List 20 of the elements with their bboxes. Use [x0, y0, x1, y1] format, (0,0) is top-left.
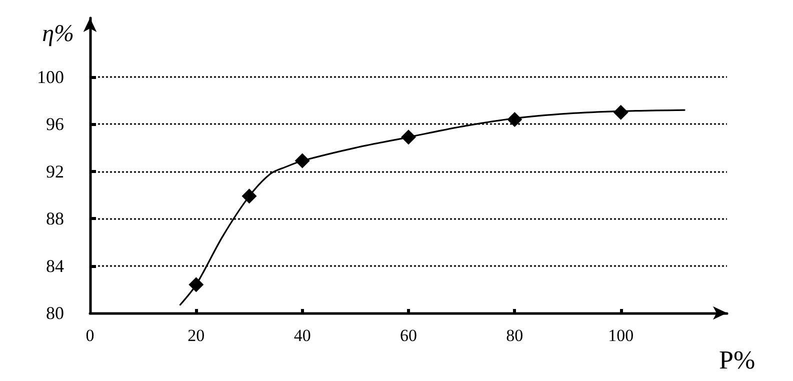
point	[507, 112, 522, 127]
point	[188, 277, 204, 292]
x-tick-label: 40	[294, 326, 311, 345]
x-axis-title: P%	[719, 346, 756, 374]
point	[613, 104, 628, 120]
x-tick-label: 0	[86, 326, 94, 345]
x-tick-label: 80	[506, 326, 524, 345]
y-tick-label: 96	[46, 114, 64, 134]
x-tick-label: 100	[608, 326, 634, 345]
y-tick-label: 100	[37, 67, 64, 87]
y-tick-label: 80	[46, 303, 64, 323]
x-tick-label: 60	[400, 326, 417, 345]
y-axis-title: η%	[42, 21, 74, 47]
point	[401, 130, 416, 145]
point	[294, 153, 310, 168]
y-tick-label: 84	[46, 256, 64, 276]
y-tick-label: 88	[46, 208, 64, 229]
point	[242, 188, 257, 204]
y-tick-label: 92	[46, 161, 64, 182]
x-tick-label: 20	[188, 326, 205, 345]
